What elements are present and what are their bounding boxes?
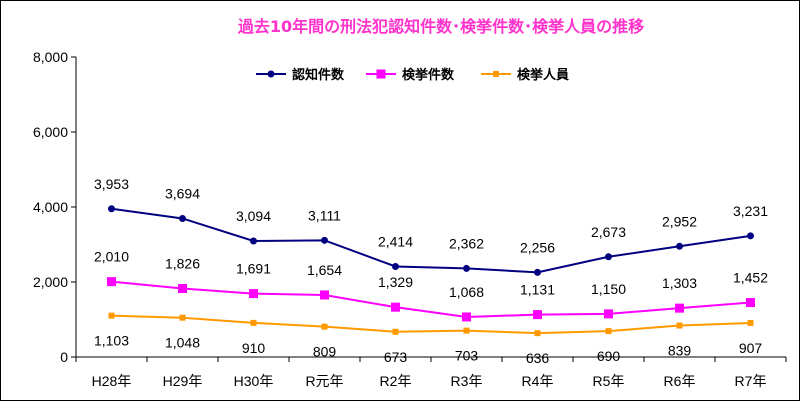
legend: 認知件数 検挙件数 検挙人員 bbox=[256, 67, 569, 83]
y-tick-label: 4,000 bbox=[33, 199, 68, 215]
data-point bbox=[462, 312, 471, 322]
legend-label: 認知件数 bbox=[292, 67, 345, 83]
data-label: 1,691 bbox=[236, 261, 271, 277]
data-label: 1,103 bbox=[94, 333, 129, 349]
data-label: 907 bbox=[739, 340, 763, 356]
data-point bbox=[604, 309, 613, 319]
legend-label: 検挙件数 bbox=[402, 67, 455, 83]
data-label: 1,150 bbox=[591, 281, 626, 297]
x-tick-label: R6年 bbox=[664, 373, 696, 389]
data-label: 3,694 bbox=[165, 185, 200, 201]
data-point bbox=[746, 298, 755, 308]
data-label: 690 bbox=[597, 348, 621, 364]
data-point bbox=[108, 205, 115, 213]
data-label: 2,362 bbox=[449, 235, 484, 251]
data-point bbox=[534, 268, 541, 276]
data-label: 1,452 bbox=[733, 270, 768, 286]
legend-label: 検挙人員 bbox=[517, 67, 569, 83]
data-label: 839 bbox=[668, 343, 692, 359]
series-layer: 3,953 3,694 3,094 3,111 2,414 2,362 2,256 2,673… bbox=[94, 176, 768, 366]
data-point bbox=[321, 236, 328, 244]
data-label: 1,654 bbox=[307, 262, 342, 278]
data-point bbox=[179, 214, 186, 222]
data-point bbox=[676, 242, 683, 250]
data-label: 673 bbox=[384, 349, 408, 365]
data-label: 2,010 bbox=[94, 249, 129, 265]
y-tick-label: 8,000 bbox=[33, 49, 68, 65]
data-label: 1,329 bbox=[378, 274, 413, 290]
data-label: 809 bbox=[313, 344, 337, 360]
legend-item: 認知件数 bbox=[256, 67, 345, 83]
data-label: 2,256 bbox=[520, 239, 555, 255]
data-label: 1,303 bbox=[662, 275, 697, 291]
series-line bbox=[111, 207, 751, 274]
data-label: 1,131 bbox=[520, 282, 555, 298]
data-point bbox=[493, 71, 499, 77]
data-point bbox=[392, 328, 399, 335]
x-tick-label: H30年 bbox=[234, 373, 274, 389]
data-point bbox=[533, 310, 542, 320]
data-label: 703 bbox=[455, 348, 479, 364]
x-tick-label: R7年 bbox=[735, 373, 767, 389]
data-point bbox=[534, 330, 541, 337]
series-line bbox=[111, 314, 751, 335]
series-3: 1,103 1,048 910 809 673 703 636 690 839 907 bbox=[94, 312, 763, 366]
legend-item: 検挙件数 bbox=[366, 67, 455, 83]
data-point bbox=[747, 319, 754, 326]
x-tick-label: R3年 bbox=[451, 373, 483, 389]
data-point bbox=[463, 327, 470, 334]
x-tick-label: H29年 bbox=[163, 373, 203, 389]
data-point bbox=[392, 262, 399, 270]
data-point bbox=[675, 303, 684, 313]
data-point bbox=[747, 232, 754, 240]
data-label: 2,952 bbox=[662, 213, 697, 229]
y-tick-label: 6,000 bbox=[33, 124, 68, 140]
data-label: 3,094 bbox=[236, 208, 271, 224]
data-point bbox=[178, 284, 187, 294]
series-line bbox=[111, 280, 751, 318]
data-point bbox=[249, 289, 258, 299]
data-point bbox=[605, 328, 612, 335]
data-label: 910 bbox=[242, 340, 266, 356]
data-label: 3,231 bbox=[733, 203, 768, 219]
data-point bbox=[376, 69, 386, 79]
data-point bbox=[605, 253, 612, 261]
data-point bbox=[391, 302, 400, 312]
y-tick-label: 0 bbox=[60, 349, 68, 365]
x-tick-label: H28年 bbox=[92, 373, 132, 389]
data-point bbox=[250, 237, 257, 245]
x-tick-label: R元年 bbox=[305, 373, 343, 389]
x-tick-label: R4年 bbox=[522, 373, 554, 389]
series-2: 2,010 1,826 1,691 1,654 1,329 1,068 1,131 1,150… bbox=[94, 249, 768, 322]
data-label: 3,111 bbox=[308, 207, 341, 223]
y-tick-label: 2,000 bbox=[33, 274, 68, 290]
data-point bbox=[107, 277, 116, 287]
chart-title: 過去10年間の刑法犯認知件数･検挙件数･検挙人員の推移 bbox=[237, 17, 644, 36]
data-label: 1,826 bbox=[165, 256, 200, 272]
series-1: 3,953 3,694 3,094 3,111 2,414 2,362 2,256 2,673… bbox=[94, 176, 768, 276]
data-point bbox=[320, 290, 329, 300]
data-label: 2,414 bbox=[378, 233, 413, 249]
data-point bbox=[267, 70, 275, 78]
axes: 0 2,000 4,000 6,000 8,000 H28年 H29年 H30年 R元年 R2年 R… bbox=[33, 49, 787, 389]
x-tick-label: R2年 bbox=[380, 373, 412, 389]
data-point bbox=[250, 319, 257, 326]
data-point bbox=[179, 314, 186, 321]
legend-item: 検挙人員 bbox=[481, 67, 569, 83]
data-label: 3,953 bbox=[94, 176, 129, 192]
data-label: 1,068 bbox=[449, 284, 484, 300]
data-label: 1,048 bbox=[165, 335, 200, 351]
data-point bbox=[321, 323, 328, 330]
data-label: 2,673 bbox=[591, 224, 626, 240]
data-point bbox=[463, 264, 470, 272]
data-point bbox=[676, 322, 683, 329]
x-tick-label: R5年 bbox=[593, 373, 625, 389]
data-point bbox=[108, 312, 115, 319]
data-label: 636 bbox=[526, 350, 550, 366]
